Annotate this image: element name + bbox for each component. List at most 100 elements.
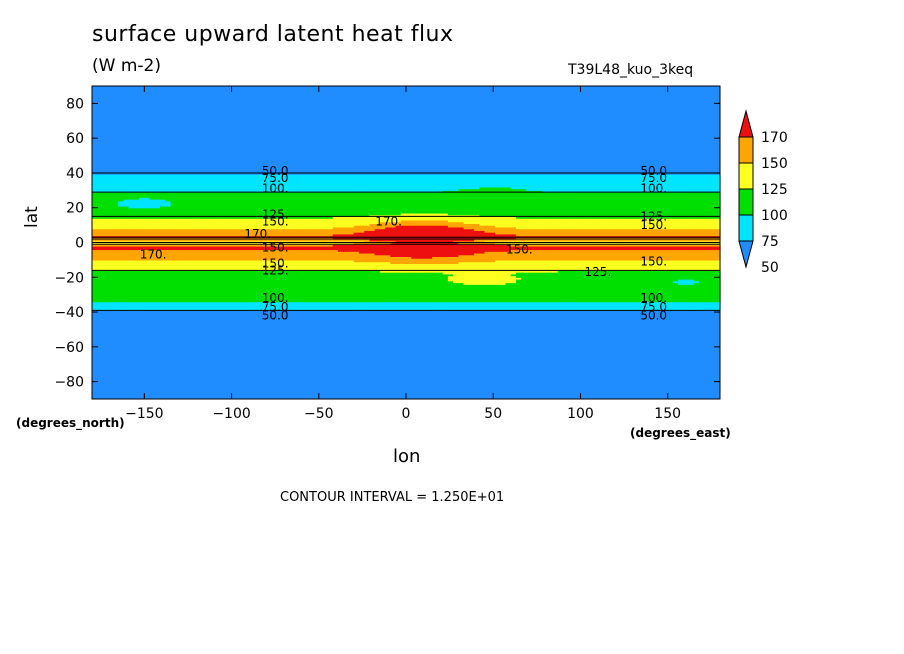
heatmap-cell bbox=[636, 280, 643, 284]
heatmap-cell bbox=[479, 291, 486, 294]
heatmap-cell bbox=[672, 261, 679, 264]
heatmap-cell bbox=[222, 266, 229, 270]
heatmap-cell bbox=[149, 277, 156, 280]
heatmap-cell bbox=[620, 258, 627, 261]
heatmap-cell bbox=[573, 294, 580, 298]
heatmap-cell bbox=[657, 287, 664, 291]
heatmap-cell bbox=[583, 280, 590, 284]
heatmap-cell bbox=[102, 299, 109, 303]
heatmap-cell bbox=[463, 303, 470, 306]
heatmap-cell bbox=[149, 303, 156, 306]
heatmap-cell bbox=[662, 270, 669, 273]
heatmap-cell bbox=[269, 306, 276, 310]
heatmap-cell bbox=[311, 273, 318, 277]
heatmap-cell bbox=[196, 306, 203, 310]
heatmap-cell bbox=[688, 285, 695, 289]
heatmap-cell bbox=[458, 299, 465, 303]
heatmap-cell bbox=[672, 294, 679, 298]
heatmap-cell bbox=[280, 299, 287, 303]
heatmap-cell bbox=[620, 259, 627, 263]
heatmap-cell bbox=[343, 273, 350, 277]
heatmap-cell bbox=[599, 249, 606, 252]
heatmap-cell bbox=[379, 298, 386, 301]
heatmap-cell bbox=[526, 272, 533, 275]
heatmap-cell bbox=[709, 277, 716, 280]
heatmap-cell bbox=[536, 242, 543, 245]
heatmap-cell bbox=[395, 245, 402, 249]
heatmap-cell bbox=[709, 263, 716, 266]
heatmap-cell bbox=[123, 270, 130, 273]
heatmap-cell bbox=[542, 285, 548, 289]
heatmap-cell bbox=[411, 273, 418, 277]
heatmap-cell bbox=[327, 291, 334, 294]
heatmap-cell bbox=[568, 279, 575, 282]
heatmap-cell bbox=[437, 275, 444, 278]
heatmap-cell bbox=[280, 275, 287, 278]
heatmap-cell bbox=[144, 259, 151, 263]
heatmap-cell bbox=[337, 266, 344, 270]
heatmap-cell bbox=[128, 265, 135, 268]
heatmap-cell bbox=[589, 266, 595, 270]
heatmap-cell bbox=[672, 249, 679, 252]
heatmap-cell bbox=[390, 299, 397, 303]
heatmap-cell bbox=[144, 268, 151, 271]
heatmap-cell bbox=[238, 252, 245, 256]
heatmap-cell bbox=[447, 273, 454, 277]
heatmap-cell bbox=[662, 251, 669, 254]
heatmap-cell bbox=[620, 308, 627, 311]
heatmap-cell bbox=[311, 270, 318, 273]
heatmap-cell bbox=[175, 270, 182, 273]
heatmap-cell bbox=[337, 299, 344, 303]
heatmap-cell bbox=[165, 259, 172, 263]
heatmap-cell bbox=[133, 265, 140, 268]
heatmap-cell bbox=[479, 280, 486, 284]
heatmap-cell bbox=[552, 287, 559, 291]
heatmap-cell bbox=[599, 268, 606, 271]
heatmap-cell bbox=[657, 254, 664, 258]
heatmap-cell bbox=[217, 259, 224, 263]
heatmap-cell bbox=[547, 305, 554, 308]
heatmap-cell bbox=[693, 289, 700, 292]
heatmap-cell bbox=[327, 275, 334, 278]
heatmap-cell bbox=[557, 245, 564, 249]
heatmap-cell bbox=[484, 308, 491, 311]
heatmap-cell bbox=[484, 251, 491, 254]
heatmap-cell bbox=[322, 292, 329, 296]
heatmap-cell bbox=[426, 299, 433, 303]
heatmap-cell bbox=[657, 305, 664, 308]
heatmap-cell bbox=[123, 275, 130, 278]
heatmap-cell bbox=[573, 279, 580, 282]
heatmap-cell bbox=[133, 258, 140, 261]
heatmap-cell bbox=[688, 251, 695, 254]
heatmap-cell bbox=[154, 249, 161, 252]
heatmap-cell bbox=[280, 282, 287, 285]
heatmap-cell bbox=[494, 254, 501, 258]
heatmap-cell bbox=[97, 252, 104, 256]
heatmap-cell bbox=[510, 272, 517, 275]
heatmap-cell bbox=[264, 291, 271, 294]
heatmap-cell bbox=[97, 301, 104, 304]
heatmap-cell bbox=[385, 275, 391, 278]
heatmap-cell bbox=[547, 245, 554, 249]
heatmap-cell bbox=[385, 272, 391, 275]
heatmap-cell bbox=[547, 287, 554, 291]
heatmap-cell bbox=[667, 272, 674, 275]
heatmap-cell bbox=[636, 247, 643, 251]
heatmap-cell bbox=[118, 280, 124, 284]
heatmap-cell bbox=[249, 263, 255, 266]
heatmap-cell bbox=[437, 265, 444, 268]
heatmap-cell bbox=[416, 294, 423, 298]
heatmap-cell bbox=[662, 299, 669, 303]
heatmap-cell bbox=[238, 284, 245, 287]
heatmap-cell bbox=[599, 244, 606, 247]
heatmap-cell bbox=[646, 306, 653, 310]
heatmap-cell bbox=[337, 239, 344, 242]
heatmap-cell bbox=[699, 284, 705, 287]
heatmap-cell bbox=[552, 284, 559, 287]
heatmap-cell bbox=[683, 252, 690, 256]
heatmap-cell bbox=[175, 249, 182, 252]
heatmap-cell bbox=[348, 245, 355, 249]
heatmap-cell bbox=[604, 239, 611, 242]
heatmap-cell bbox=[374, 292, 381, 296]
heatmap-cell bbox=[526, 245, 533, 249]
